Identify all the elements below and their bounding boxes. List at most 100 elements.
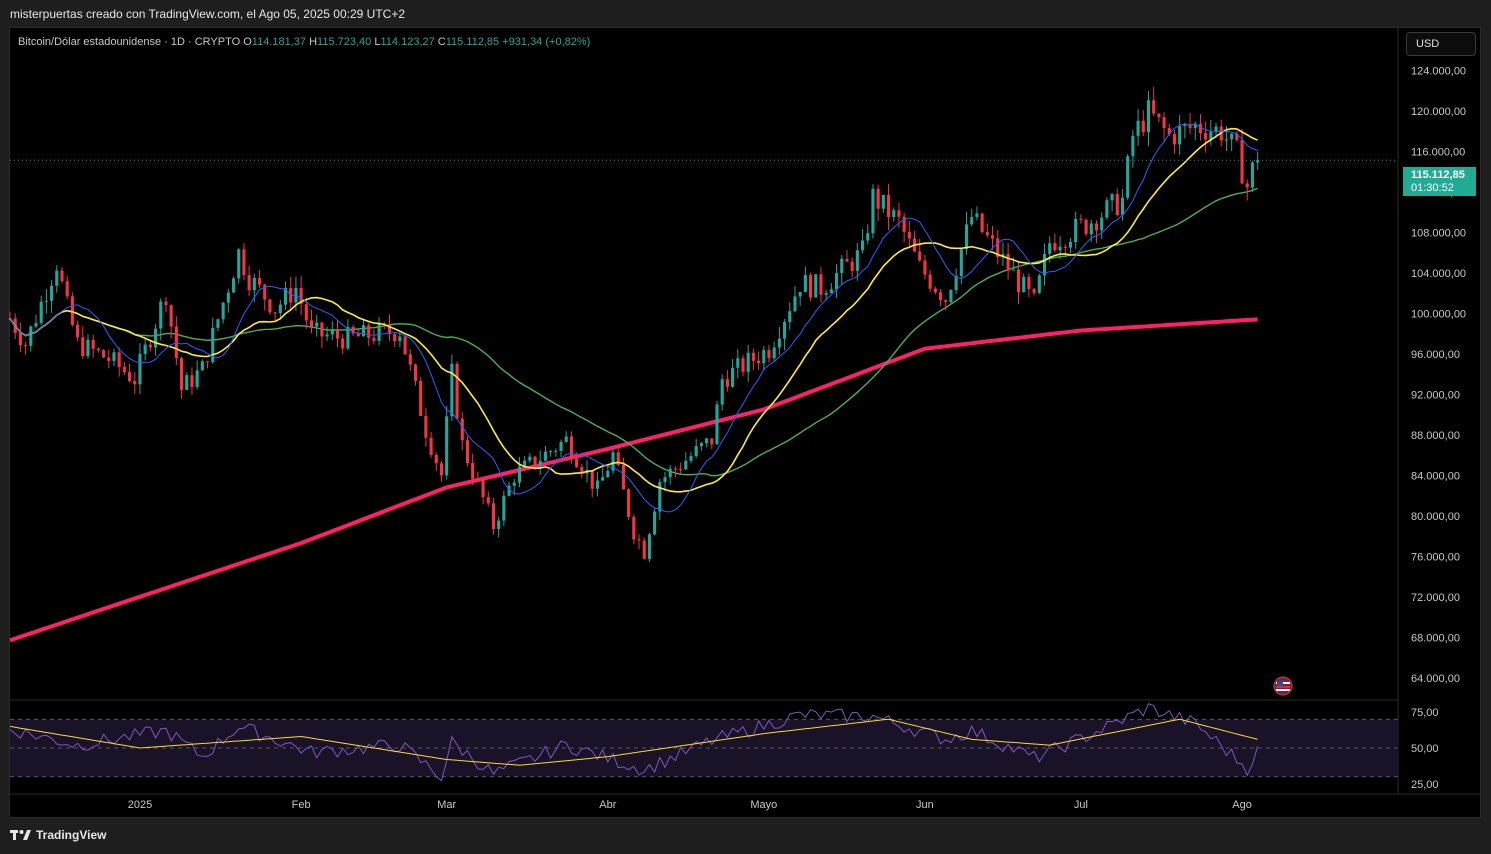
- candle-body: [533, 456, 537, 467]
- brand-logo[interactable]: TradingView: [10, 828, 106, 842]
- candle-body: [190, 375, 194, 387]
- candle-body: [611, 452, 615, 471]
- candle-body: [211, 327, 215, 363]
- candle-body: [1001, 254, 1005, 258]
- candle-body: [996, 238, 1000, 258]
- candle-body: [1209, 131, 1213, 140]
- candle-body: [751, 352, 755, 361]
- legend-close: 115.112,85: [445, 36, 500, 48]
- candle-body: [502, 495, 506, 521]
- candle-body: [757, 360, 761, 364]
- candle-body: [419, 381, 423, 416]
- candle-body: [1074, 218, 1078, 242]
- candle-body: [746, 352, 750, 372]
- candle-body: [835, 273, 839, 290]
- candle-body: [55, 270, 59, 286]
- candle-body: [351, 326, 355, 334]
- candle-body: [465, 440, 470, 464]
- price-tick-label: 80.000,00: [1411, 511, 1460, 523]
- candle-body: [205, 361, 210, 363]
- candle-body: [216, 319, 220, 328]
- candles-layer: [8, 86, 1260, 562]
- candle-body: [632, 516, 636, 540]
- candle-body: [1053, 243, 1057, 251]
- candle-body: [1011, 269, 1015, 271]
- candle-body: [1230, 133, 1234, 140]
- candle-body: [959, 249, 963, 277]
- candle-body: [964, 224, 969, 250]
- flag-icon[interactable]: [1272, 676, 1294, 696]
- legend-high-label: H: [309, 36, 318, 48]
- candle-body: [949, 289, 953, 303]
- candle-body: [1006, 254, 1010, 271]
- candle-body: [689, 456, 693, 461]
- symbol-legend[interactable]: Bitcoin/Dólar estadounidense · 1D · CRYP…: [18, 36, 590, 48]
- candle-body: [824, 293, 828, 295]
- price-tick-label: 64.000,00: [1411, 673, 1460, 685]
- candle-body: [1094, 223, 1099, 231]
- candle-body: [107, 357, 111, 361]
- candle-body: [159, 301, 163, 329]
- candle-body: [102, 350, 106, 358]
- candle-body: [252, 277, 256, 291]
- last-price-label: 115.112,85 01:30:52: [1403, 167, 1476, 196]
- candle-body: [606, 470, 610, 478]
- candle-body: [793, 296, 797, 312]
- price-tick-label: 84.000,00: [1411, 470, 1460, 482]
- candle-body: [1250, 162, 1255, 188]
- candle-body: [133, 381, 137, 385]
- candle-body: [1110, 194, 1114, 201]
- candle-body: [970, 217, 974, 225]
- brand-name: TradingView: [36, 828, 107, 842]
- candle-body: [668, 468, 672, 478]
- candle-body: [24, 345, 28, 347]
- candle-body: [1245, 183, 1249, 188]
- candle-body: [60, 270, 64, 282]
- candle-body: [65, 281, 69, 297]
- price-tick-label: 124.000,00: [1411, 65, 1466, 77]
- candle-body: [341, 338, 345, 349]
- legend-high: 115.723,40: [317, 36, 372, 48]
- candle-body: [1042, 253, 1047, 276]
- candle-body: [1141, 120, 1145, 133]
- candle-body: [1198, 124, 1203, 133]
- candle-body: [1105, 200, 1109, 218]
- rsi-tick-label: 25,00: [1411, 779, 1439, 791]
- candle-body: [1068, 241, 1073, 248]
- candle-body: [122, 367, 126, 373]
- candle-body: [263, 284, 267, 300]
- candle-body: [1188, 124, 1192, 128]
- candle-body: [1162, 117, 1166, 129]
- candle-body: [923, 260, 927, 275]
- time-tick-label: Mar: [437, 799, 456, 811]
- chart-frame[interactable]: [9, 27, 1481, 818]
- rsi-pane: 75,00 50,00 25,00: [9, 703, 1439, 791]
- candle-body: [268, 299, 272, 313]
- candle-body: [96, 348, 100, 351]
- candle-body: [81, 337, 85, 357]
- candle-body: [50, 285, 54, 301]
- candle-body: [720, 379, 724, 405]
- candle-body: [315, 322, 319, 327]
- candle-body: [684, 460, 688, 470]
- candle-body: [164, 301, 168, 306]
- candle-body: [424, 415, 428, 438]
- legend-symbol: Bitcoin/Dólar estadounidense · 1D · CRYP…: [18, 36, 241, 48]
- candle-body: [767, 349, 771, 359]
- candle-body: [990, 235, 995, 239]
- candle-body: [814, 274, 818, 298]
- price-tick-label: 100.000,00: [1411, 308, 1466, 320]
- currency-button[interactable]: USD: [1406, 32, 1476, 56]
- candle-body: [731, 367, 735, 387]
- candle-body: [512, 482, 516, 486]
- candle-body: [985, 232, 989, 236]
- candle-body: [860, 240, 865, 251]
- candle-body: [143, 344, 147, 354]
- candle-body: [29, 326, 33, 346]
- candle-body: [881, 194, 885, 209]
- candle-body: [1167, 128, 1171, 135]
- candle-body: [803, 274, 807, 293]
- candle-body: [855, 250, 859, 271]
- candle-body: [112, 352, 116, 361]
